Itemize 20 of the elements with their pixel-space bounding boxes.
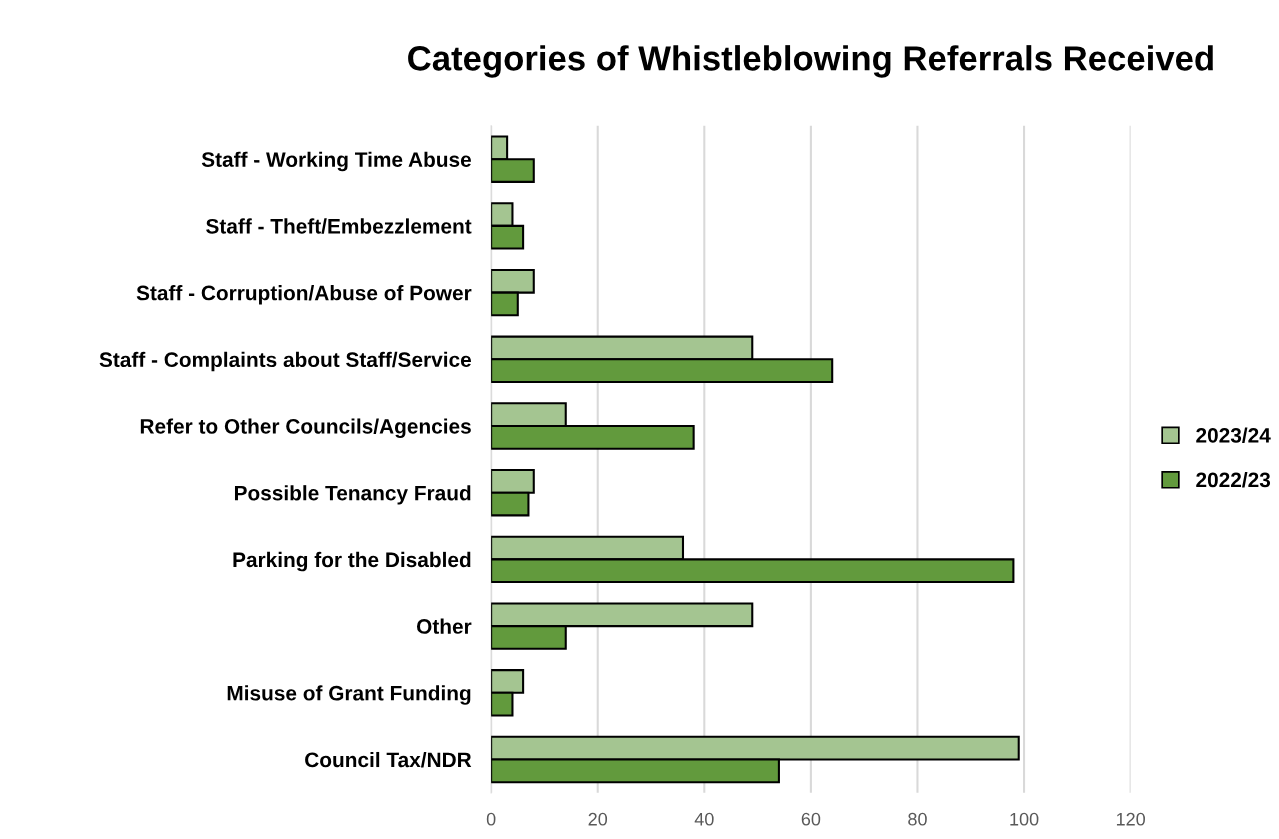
x-tick-label: 80 (908, 812, 927, 826)
x-tick-label: 60 (801, 812, 821, 826)
y-tick-label: Other (416, 618, 472, 634)
y-tick-label: Staff - Working Time Abuse (201, 151, 471, 172)
x-tick-label: 40 (694, 812, 714, 826)
y-tick-label: Staff - Theft/Embezzlement (206, 218, 472, 234)
legend-label: 2022/23 (1196, 471, 1271, 488)
y-tick-label: Council Tax/NDR (305, 751, 472, 768)
y-tick-label: Refer to Other Councils/Agencies (140, 418, 471, 438)
y-tick-label: Parking for the Disabled (233, 551, 471, 572)
legend-label: 2023/24 (1196, 427, 1271, 443)
x-tick-label: 120 (1116, 812, 1145, 826)
y-tick-label: Misuse of Grant Funding (227, 685, 471, 705)
y-tick-label: Possible Tenancy Fraud (234, 485, 471, 505)
y-tick-label: Staff - Complaints about Staff/Service (99, 351, 471, 372)
x-tick-label: 0 (486, 812, 496, 826)
chart-title: Categories of Whistleblowing Referrals Received (408, 45, 1213, 78)
x-tick-label: 100 (1010, 812, 1039, 826)
x-tick-label: 20 (588, 812, 608, 826)
y-tick-label: Staff - Corruption/Abuse of Power (136, 285, 472, 305)
